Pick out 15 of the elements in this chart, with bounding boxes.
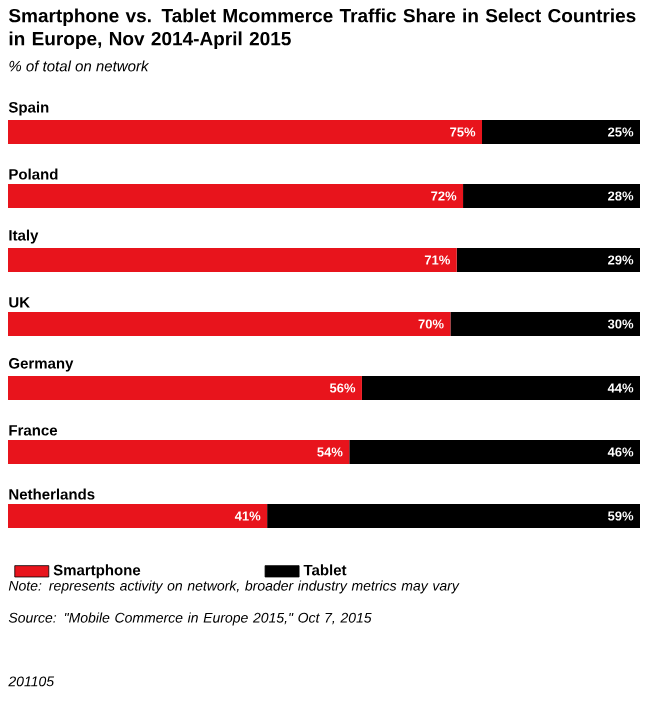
bar [482,119,641,144]
bar [8,312,451,336]
bar [450,312,641,336]
bar [349,440,641,464]
bar [8,248,457,272]
bar [463,183,641,208]
bar [361,376,641,400]
bar [8,440,350,464]
bar [8,119,483,144]
bar [267,504,641,528]
bar [8,504,268,528]
bar [8,376,362,400]
bar [8,183,464,208]
bar [456,248,641,272]
chart-title: Smartphone vs. Tablet Mcommerce Traffic Share in Select Countries in Europe, Nov 2014-April 2015 [8,8,636,50]
